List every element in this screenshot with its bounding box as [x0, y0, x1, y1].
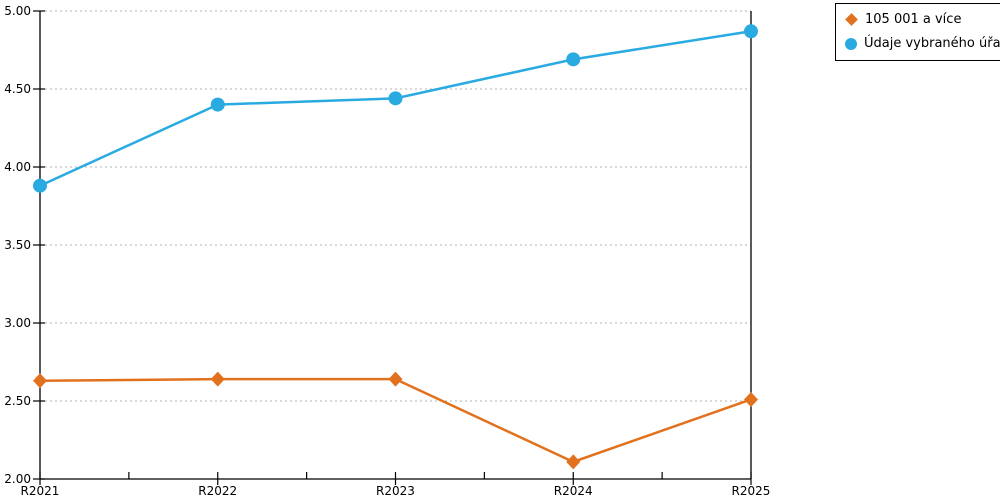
- series-line: [39, 30, 752, 187]
- legend-label: Údaje vybraného úřadu: [864, 36, 1000, 51]
- y-tick-label: 4.50: [4, 82, 31, 96]
- data-point-marker: [388, 371, 403, 387]
- y-tick-label: 4.00: [4, 160, 31, 174]
- data-point-marker: [744, 24, 758, 39]
- data-point-marker: [566, 52, 581, 67]
- x-tick-label: R2021: [21, 484, 60, 498]
- x-tick-label: R2024: [554, 484, 593, 498]
- legend-label: 105 001 a více: [865, 12, 962, 27]
- diamond-marker-icon: [845, 13, 858, 26]
- y-tick-label: 3.00: [4, 316, 31, 330]
- data-point-marker: [33, 373, 47, 389]
- x-tick-label: R2022: [198, 484, 237, 498]
- y-tick-label: 5.00: [4, 4, 31, 18]
- data-point-marker: [744, 391, 758, 407]
- y-tick-label: 2.50: [4, 394, 31, 408]
- x-tick-label: R2023: [376, 484, 415, 498]
- data-point-marker: [210, 97, 225, 112]
- data-point-marker: [210, 371, 225, 387]
- legend-item-udaje: Údaje vybraného úřadu: [845, 36, 1000, 51]
- series-line: [39, 377, 752, 464]
- y-tick-label: 3.50: [4, 238, 31, 252]
- data-point-marker: [33, 178, 47, 193]
- x-tick-label: R2025: [732, 484, 771, 498]
- data-point-marker: [388, 91, 403, 106]
- legend: 105 001 a více Údaje vybraného úřadu: [835, 3, 1000, 61]
- data-point-marker: [566, 454, 581, 470]
- y-tick-label: 2.00: [4, 472, 31, 486]
- circle-marker-icon: [845, 37, 857, 50]
- legend-item-105001: 105 001 a více: [845, 12, 1000, 27]
